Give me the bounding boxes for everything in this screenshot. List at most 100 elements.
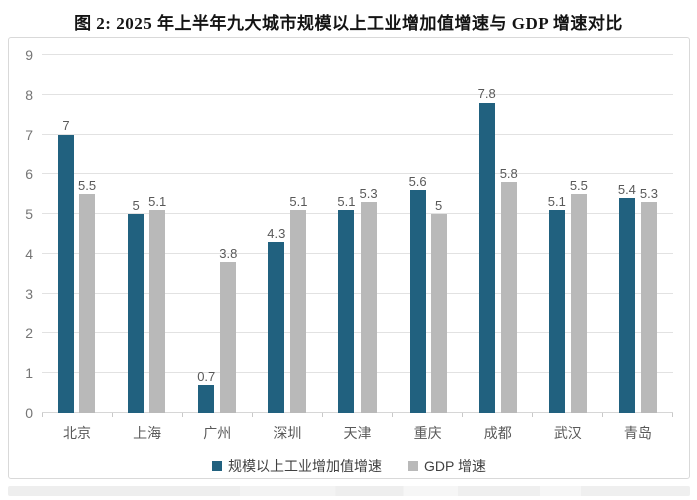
bar-value-label: 5.3 [359, 185, 378, 201]
bar-column: 5.4 [618, 55, 636, 413]
bar-column: 5.3 [640, 55, 658, 413]
bar-value-label: 5.5 [569, 177, 588, 193]
bar-column: 5.1 [337, 55, 355, 413]
y-tick-label: 9 [25, 47, 33, 63]
bar-value-label: 5.1 [547, 193, 566, 209]
x-tick-label: 深圳 [273, 425, 302, 441]
gdp-bar [360, 202, 377, 413]
bar-column: 0.7 [197, 55, 215, 413]
y-tick-label: 7 [25, 126, 33, 143]
gdp-bar [570, 194, 587, 413]
bar-value-label: 5.3 [639, 185, 658, 201]
industrial-bar [58, 134, 75, 413]
bar-group: 0.7 3.8 [182, 55, 252, 413]
gdp-bar [220, 261, 237, 413]
bar-value-label: 7.8 [477, 86, 496, 102]
gridline [42, 252, 673, 254]
bar-group: 7.8 5.8 [463, 55, 533, 413]
bar-value-label: 5.1 [289, 193, 308, 209]
bar-column: 3.8 [219, 55, 237, 413]
bar-value-label: 0.7 [197, 368, 216, 384]
bar-value-label: 5 [435, 197, 443, 213]
bar-column: 5 [430, 55, 447, 413]
x-tick-label: 重庆 [413, 425, 442, 441]
y-tick-label: 8 [25, 86, 33, 103]
industrial-bar [618, 198, 635, 413]
bar-column: 5.5 [78, 55, 96, 413]
industrial-bar [128, 214, 145, 413]
bar-column: 4.3 [267, 55, 285, 413]
bar-group: 4.3 5.1 [252, 55, 322, 413]
bar-column: 7 [58, 55, 75, 413]
bar-value-label: 4.3 [267, 225, 286, 241]
bar-column: 5 [128, 55, 145, 413]
industrial-bar [409, 190, 426, 413]
legend-swatch [212, 461, 222, 471]
legend: 规模以上工业增加值增速 GDP 增速 [9, 456, 689, 476]
bar-group: 5.4 5.3 [603, 55, 673, 413]
y-tick-label: 4 [25, 245, 33, 262]
x-tick-label: 北京 [63, 425, 92, 441]
y-tick-label: 5 [25, 206, 33, 223]
x-tick-label: 天津 [343, 425, 372, 441]
gridline [42, 332, 673, 334]
bar-group: 5 5.1 [112, 55, 182, 413]
bar-group: 5.1 5.3 [322, 55, 392, 413]
bar-value-label: 5.6 [408, 173, 427, 189]
y-tick-label: 3 [25, 285, 33, 302]
gridline [42, 292, 673, 294]
bar-group: 5.6 5 [393, 55, 463, 413]
bar-group: 7 5.5 [42, 55, 112, 413]
legend-item: 规模以上工业增加值增速 [212, 456, 382, 476]
gdp-bar [640, 202, 657, 413]
bar-column: 5.6 [409, 55, 427, 413]
watermark-strip [8, 486, 690, 496]
industrial-bar [338, 210, 355, 413]
y-axis: 0 1 2 3 4 5 6 7 8 9 [9, 48, 42, 420]
plot-area: 7 5.5 5 5.1 0.7 3.8 4.3 5.1 5.1 5.3 5.6 5 7.8 5.8 5.1 5… [42, 54, 673, 413]
bar-value-label: 5.5 [78, 177, 97, 193]
y-tick-label: 6 [25, 166, 33, 183]
bar-groups: 7 5.5 5 5.1 0.7 3.8 4.3 5.1 5.1 5.3 5.6 5 7.8 5.8 5.1 5… [42, 55, 673, 413]
x-axis-labels: 北京 上海 广州 深圳 天津 重庆 成都 武汉 青岛 [42, 423, 673, 443]
gdp-bar [500, 182, 517, 413]
x-tick-label: 武汉 [553, 425, 582, 441]
gridline [42, 54, 673, 55]
bar-value-label: 5.4 [617, 181, 636, 197]
gridline [42, 133, 673, 135]
bar-column: 5.8 [500, 55, 518, 413]
gdp-bar [149, 210, 166, 413]
industrial-bar [198, 385, 215, 413]
bar-value-label: 5 [132, 197, 140, 213]
y-tick-label: 0 [25, 405, 33, 421]
gdp-bar [430, 214, 447, 413]
bar-value-label: 5.8 [499, 166, 518, 181]
bar-value-label: 5.1 [337, 193, 356, 209]
industrial-bar [478, 102, 495, 413]
x-tick-label: 广州 [203, 425, 232, 441]
bar-column: 7.8 [478, 55, 496, 413]
x-tick-label: 成都 [483, 425, 512, 441]
industrial-bar [548, 210, 565, 413]
bar-column: 5.5 [570, 55, 588, 413]
gridline [42, 93, 673, 95]
bar-value-label: 5.1 [148, 193, 167, 209]
gdp-bar [79, 194, 96, 413]
gridline [42, 173, 673, 175]
gdp-bar [290, 210, 307, 413]
bar-column: 5.1 [289, 55, 307, 413]
gridline [42, 213, 673, 215]
bar-group: 5.1 5.5 [533, 55, 603, 413]
legend-label: GDP 增速 [424, 458, 486, 474]
gridline [42, 412, 673, 413]
bar-column: 5.1 [548, 55, 566, 413]
y-tick-label: 1 [25, 365, 33, 382]
gridline [42, 372, 673, 374]
bar-value-label: 3.8 [219, 245, 238, 261]
x-tick-label: 上海 [133, 425, 162, 441]
legend-swatch [408, 461, 418, 471]
x-axis-tick-marks [42, 413, 673, 417]
bar-column: 5.3 [359, 55, 378, 413]
